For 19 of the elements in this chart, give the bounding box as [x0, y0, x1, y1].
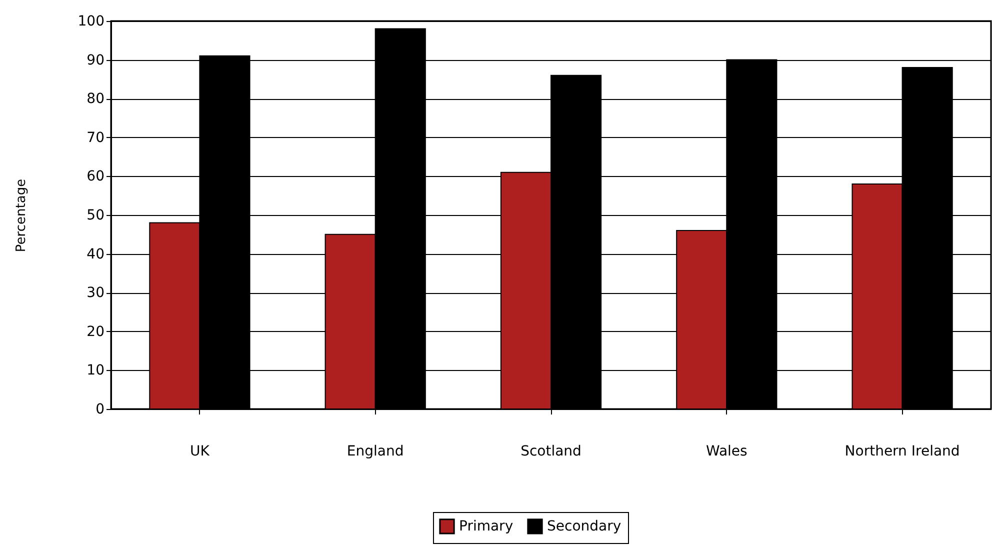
x-tick-label: England	[346, 444, 404, 460]
x-tick-label: Wales	[706, 444, 748, 460]
y-tick-label: 100	[78, 14, 104, 30]
y-tick-label: 0	[96, 402, 104, 418]
legend-label: Primary	[459, 518, 514, 534]
y-tick-label: 90	[86, 52, 104, 68]
y-tick-label: 30	[86, 285, 104, 302]
x-tick-label: Scotland	[520, 444, 582, 460]
x-tick-label: UK	[190, 444, 210, 460]
x-tick-label: Northern Ireland	[844, 444, 960, 460]
y-tick-label: 60	[86, 168, 104, 185]
y-tick-label: 20	[86, 324, 104, 340]
y-tick-label: 70	[86, 130, 104, 146]
y-tick-label: 10	[86, 362, 104, 379]
y-tick-label: 80	[86, 91, 104, 108]
y-tick-label: 50	[86, 208, 104, 224]
y-tick-label: 40	[86, 246, 104, 262]
y-axis-title: Percentage	[14, 178, 29, 252]
legend-label: Secondary	[547, 518, 622, 534]
